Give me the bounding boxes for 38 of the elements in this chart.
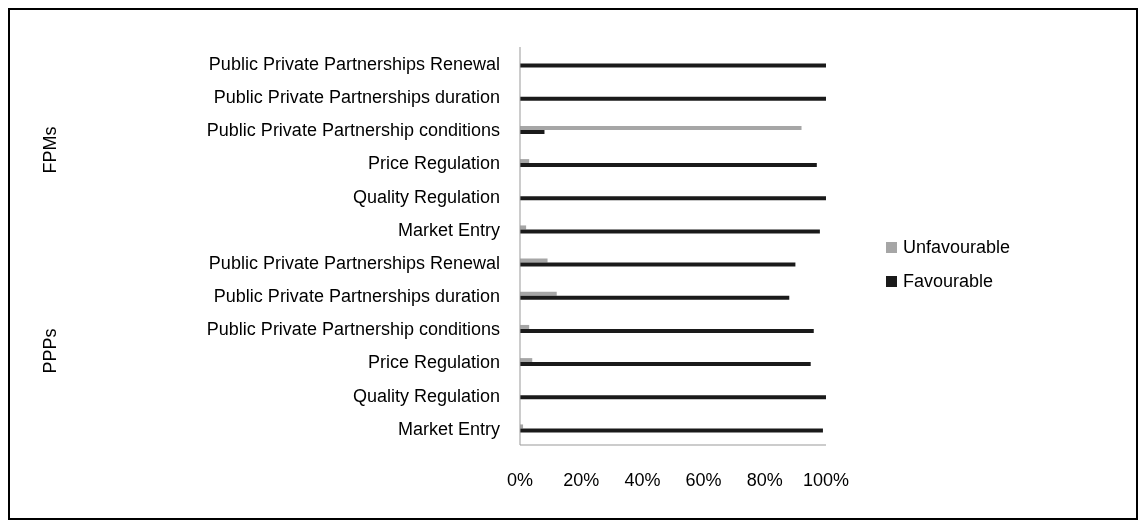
y-tick-label: Public Private Partnerships Renewal (208, 252, 500, 273)
bar (520, 196, 826, 201)
y-tick-label: Public Private Partnerships duration (213, 87, 500, 108)
legend-label: Unfavourable (903, 236, 1011, 259)
y-tick-label: Market Entry (397, 418, 500, 439)
bar (520, 362, 811, 367)
y-tick-label: Price Regulation (367, 153, 500, 174)
bar (520, 291, 557, 296)
y-tick-label: Price Regulation (367, 352, 500, 373)
bar (520, 129, 545, 134)
x-tick-label: 20% (563, 469, 600, 490)
legend-label: Favourable (903, 270, 994, 293)
y-tick-label: Public Private Partnerships Renewal (208, 53, 500, 74)
bar (520, 63, 826, 68)
y-tick-label: Quality Regulation (352, 385, 500, 406)
bar (520, 258, 548, 263)
text: PPPs (39, 327, 61, 374)
bar (520, 395, 826, 400)
bar (520, 96, 826, 101)
bar (520, 163, 817, 168)
x-tick-label: 0% (506, 469, 534, 490)
text: FPMs (39, 126, 61, 173)
y-tick-label: Public Private Partnership conditions (206, 319, 500, 340)
bar (520, 125, 802, 130)
bar (520, 328, 814, 333)
y-tick-label: Market Entry (397, 219, 500, 240)
bar (520, 358, 533, 363)
y-tick-label: Public Private Partnership conditions (206, 120, 500, 141)
y-tick-label: Public Private Partnerships duration (213, 286, 500, 307)
y-tick-label: Quality Regulation (352, 186, 500, 207)
bar (520, 229, 820, 234)
x-tick-label: 40% (624, 469, 661, 490)
x-tick-label: 100% (802, 469, 850, 490)
bar (520, 295, 790, 300)
x-tick-label: 60% (685, 469, 722, 490)
bar (520, 428, 823, 433)
bar (520, 262, 796, 267)
x-tick-label: 80% (746, 469, 783, 490)
